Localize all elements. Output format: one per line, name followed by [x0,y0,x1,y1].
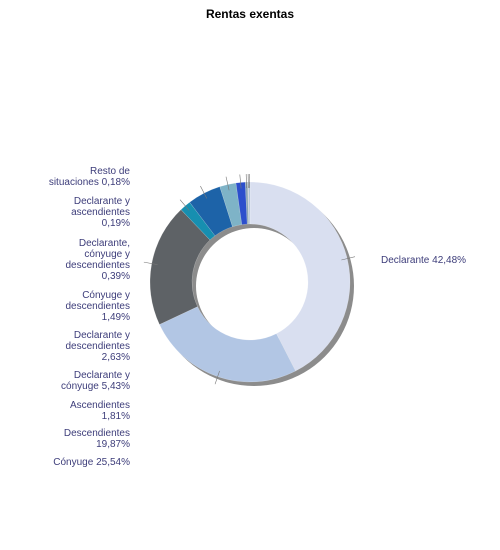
pie-slice-1[interactable] [159,306,296,383]
leader-line-4 [200,185,208,199]
leader-line-2 [143,261,158,265]
leader-line-1 [214,370,220,385]
pie-slice-9[interactable] [248,181,251,225]
leader-line-3 [179,199,190,211]
slice-label-4: Declarante y cónyuge 5,43% [61,370,130,392]
slice-label-5: Declarante y descendientes 2,63% [65,330,131,363]
slice-label-2: Descendientes 19,87% [63,428,130,450]
slice-label-3: Ascendientes 1,81% [69,400,130,422]
slice-label-1: Cónyuge 25,54% [53,457,130,468]
pie-slice-2[interactable] [149,209,211,325]
slice-label-0: Declarante 42,48% [381,255,467,266]
slice-label-9: Resto de situaciones 0,18% [48,166,130,188]
chart-title: Rentas exentas [205,7,295,21]
pie-slice-4[interactable] [189,186,233,237]
pie-slice-3[interactable] [180,201,216,241]
slice-label-7: Declarante, cónyuge y descendientes 0,39… [65,238,131,282]
pie-slice-5[interactable] [219,182,243,228]
pie-slice-7[interactable] [244,181,249,225]
leader-line-6 [239,174,242,189]
pie-slice-0[interactable] [249,181,351,372]
slice-label-8: Declarante y ascendientes 0,19% [71,196,130,229]
leader-line-0 [341,256,356,261]
slice-label-6: Cónyuge y descendientes 1,49% [65,290,131,323]
leader-line-5 [225,176,230,191]
